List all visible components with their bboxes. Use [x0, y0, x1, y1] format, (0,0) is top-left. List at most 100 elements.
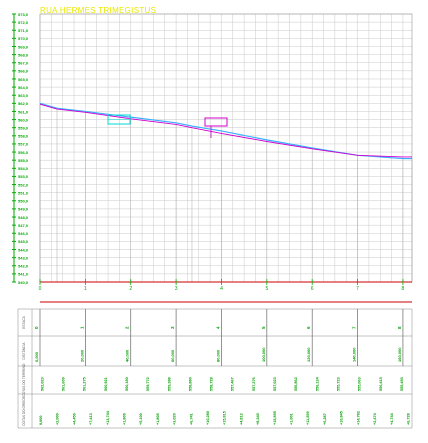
y-tick-label: 549,0 — [18, 207, 29, 212]
y-tick-label: 570,0 — [18, 36, 29, 41]
cota-greide-value: +10,845 — [340, 411, 344, 425]
cota-terreno-value: 555,723 — [336, 377, 340, 391]
plot-frame — [39, 13, 413, 283]
y-tick-label: 540,0 — [18, 280, 29, 285]
distancia-value: 120,000 — [306, 347, 311, 362]
cota-greide-value: +4,812 — [239, 413, 243, 425]
cota-terreno-value: 559,772 — [146, 377, 150, 391]
y-tick-label: 556,0 — [18, 150, 29, 155]
distancia-value: 100,000 — [261, 347, 266, 362]
y-tick-label: 557,0 — [18, 142, 29, 147]
x-tick-label: 1 — [84, 286, 87, 292]
table-row-label: COTAS DO TERRENO — [22, 363, 26, 396]
estaca-value: 3 — [170, 326, 175, 329]
distancia-value: 160,000 — [397, 347, 402, 362]
curve-markers — [107, 114, 228, 138]
y-tick-label: 546,0 — [18, 231, 29, 236]
x-tick-label: 7 — [356, 286, 359, 292]
y-tick-label: 545,0 — [18, 239, 29, 244]
cota-greide-value: +3,020 — [173, 413, 177, 425]
profile-grid — [39, 13, 413, 283]
distancia-value: 140,000 — [352, 347, 357, 362]
profile-lines — [39, 102, 412, 160]
cota-greide-value: +14,782 — [356, 411, 360, 425]
curve-box-magenta — [204, 117, 228, 127]
table-row-label: COTAS DO GREIDE — [22, 396, 26, 426]
y-tick-label: 563,0 — [18, 93, 29, 98]
distancia-value: 0,000 — [34, 351, 39, 362]
cota-terreno-value: 557,276 — [252, 377, 256, 391]
cota-terreno-value: 556,415 — [379, 377, 383, 391]
y-tick-label: 552,0 — [18, 182, 29, 187]
cota-terreno-value: 559,388 — [167, 377, 171, 391]
cota-terreno-value: 558,728 — [210, 377, 214, 391]
x-tick-label: 2 — [129, 286, 132, 292]
x-tick-label: 3 — [175, 286, 178, 292]
cota-greide-value: +6,741 — [189, 413, 193, 425]
cota-terreno-value: 561,609 — [62, 377, 66, 391]
distancia-value: 40,000 — [125, 349, 130, 362]
y-tick-label: 573,0 — [18, 12, 29, 17]
cota-greide-value: +5,100 — [139, 413, 143, 425]
table-row-label: DISTÂNCIA — [22, 342, 26, 360]
cota-terreno-value: 557,467 — [231, 377, 235, 391]
cota-greide-value: +13,744 — [106, 410, 110, 425]
table-row-label: ESTACA — [22, 315, 26, 328]
distancia-value: 80,000 — [215, 349, 220, 362]
y-tick-label: 555,0 — [18, 158, 29, 163]
estaca-value: 1 — [79, 326, 84, 329]
cota-greide-value: +1,805 — [156, 413, 160, 425]
y-tick-label: 541,0 — [18, 272, 29, 277]
y-tick-label: 565,0 — [18, 77, 29, 82]
series-line — [39, 103, 412, 158]
estaca-value: 4 — [215, 326, 220, 329]
y-tick-label: 567,0 — [18, 61, 29, 66]
y-tick-label: 550,0 — [18, 199, 29, 204]
cota-terreno-value: 560,180 — [125, 377, 129, 391]
x-tick-label: 4 — [220, 286, 223, 292]
estaca-value: 2 — [125, 326, 130, 329]
estaca-value: 0 — [34, 326, 39, 329]
y-tick-label: 566,0 — [18, 69, 29, 74]
cota-greide-value: +2,474 — [373, 412, 377, 425]
y-tick-label: 543,0 — [18, 255, 29, 260]
cota-greide-value: +1,809 — [123, 413, 127, 425]
cota-terreno-value: 560,921 — [104, 377, 108, 391]
y-tick-label: 569,0 — [18, 44, 29, 49]
cota-greide-value: +4,744 — [390, 412, 394, 425]
cota-greide-value: +1,001 — [290, 413, 294, 425]
estaca-value: 6 — [306, 326, 311, 329]
y-tick-label: 544,0 — [18, 247, 29, 252]
cota-terreno-value: 556,862 — [294, 377, 298, 391]
y-tick-label: 542,0 — [18, 264, 29, 269]
drawing-title: RUA HERMES TRIMEGISTUS — [40, 6, 157, 15]
cota-terreno-value: 557,023 — [273, 377, 277, 391]
cota-greide-value: +15,815 — [223, 411, 227, 425]
y-tick-label: 561,0 — [18, 109, 29, 114]
y-tick-label: 547,0 — [18, 223, 29, 228]
y-tick-label: 572,0 — [18, 20, 29, 25]
cota-greide-value: 0,000 — [39, 415, 43, 425]
y-tick-label: 559,0 — [18, 125, 29, 130]
x-tick-label: 8 — [402, 286, 405, 292]
y-tick-label: 560,0 — [18, 117, 29, 122]
distancia-value: 20,000 — [79, 349, 84, 362]
cota-terreno-value: 558,880 — [188, 377, 192, 391]
cota-greide-value: +7,413 — [89, 413, 93, 425]
x-tick-label: 5 — [265, 286, 268, 292]
cota-greide-value: +2,000 — [56, 413, 60, 425]
cota-greide-value: +4,450 — [72, 413, 76, 425]
cota-greide-value: +8,340 — [256, 413, 260, 425]
cota-terreno-value: 555,493 — [400, 377, 404, 391]
cota-greide-value: +15,895 — [273, 411, 277, 425]
cota-greide-value: +11,559 — [306, 411, 310, 425]
cota-greide-value: +6,728 — [406, 413, 410, 425]
y-tick-label: 564,0 — [18, 85, 29, 90]
y-tick-label: 548,0 — [18, 215, 29, 220]
station-axis: 0 1 2 3 4 5 6 7 8 — [39, 279, 412, 303]
y-tick-label: 562,0 — [18, 101, 29, 106]
y-tick-label: 571,0 — [18, 28, 29, 33]
cota-terreno-value: 556,124 — [315, 376, 319, 391]
